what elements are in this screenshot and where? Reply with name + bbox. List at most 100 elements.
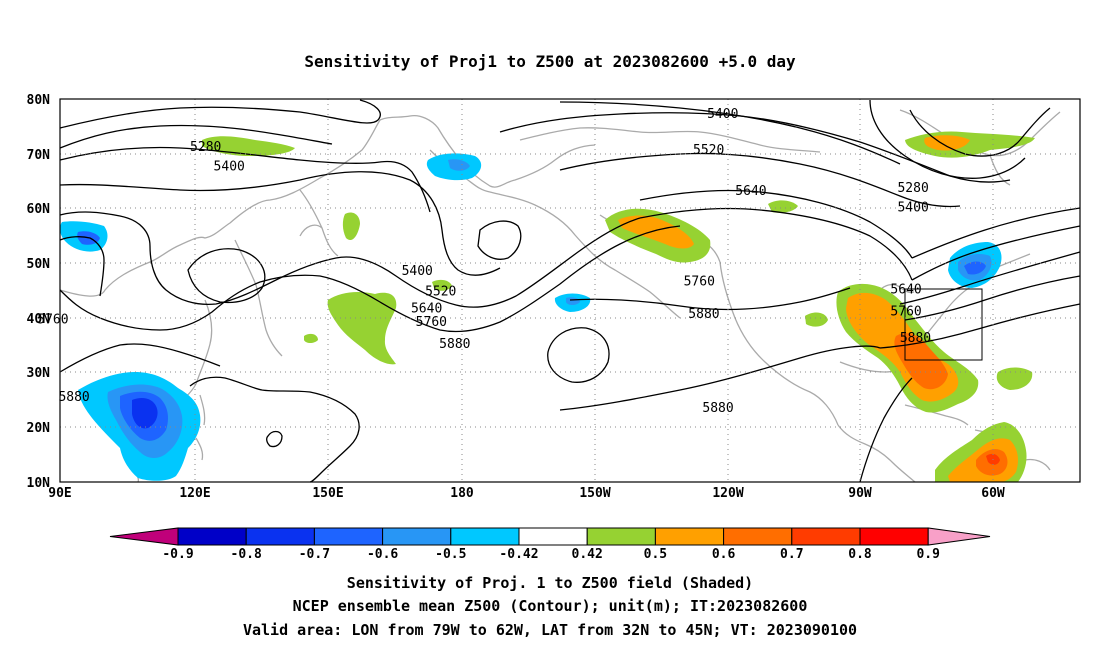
lat-label: 50N xyxy=(27,257,51,272)
colorbar-label: -0.7 xyxy=(299,547,330,562)
contour-line xyxy=(559,152,961,208)
colorbar-swatch xyxy=(245,527,315,546)
colorbar-label: 0.6 xyxy=(712,547,736,562)
colorbar-label: 0.7 xyxy=(780,547,803,562)
contour-line xyxy=(189,376,360,483)
colorbar: -0.9 -0.8 -0.7 -0.6 -0.5 -0.42 0.42 0.5 0.6 0.7 0.… xyxy=(109,527,991,562)
plot-area: 5280 5400 5400 5520 5640 5280 5400 5400 5520 5640… xyxy=(37,98,1081,483)
contour-line xyxy=(559,101,901,165)
colorbar-swatch xyxy=(177,527,247,546)
lon-label: 120E xyxy=(179,486,210,501)
contour-line xyxy=(911,225,1081,281)
lon-label: 60W xyxy=(981,486,1005,501)
shade-level-07 xyxy=(132,398,158,429)
shade-negative-canada-core xyxy=(964,261,986,275)
shade-positive-canada-small xyxy=(768,200,798,213)
lat-label: 10N xyxy=(27,476,51,491)
colorbar-swatch xyxy=(654,527,725,546)
contour-line xyxy=(559,345,881,411)
colorbar-label: 0.9 xyxy=(916,547,939,562)
lat-label: 40N xyxy=(27,312,51,327)
contour-label: 5400 xyxy=(707,107,738,122)
contour-line xyxy=(911,207,1081,259)
contour-line xyxy=(859,377,913,483)
caption-line-1: Sensitivity of Proj. 1 to Z500 field (Sh… xyxy=(347,574,753,592)
shade-positive-pacific-a xyxy=(327,292,397,365)
contour-label: 5880 xyxy=(900,331,931,346)
contour-label: 5520 xyxy=(425,285,456,300)
gridlines xyxy=(60,99,1080,482)
shade-positive-pacific-c xyxy=(304,333,318,343)
colorbar-label: -0.42 xyxy=(499,547,538,562)
contour-label: 5760 xyxy=(684,275,715,290)
coastline-kamchatka xyxy=(299,189,339,257)
contour-line xyxy=(639,189,913,259)
lat-label: 70N xyxy=(27,148,51,163)
colorbar-label: 0.5 xyxy=(644,547,667,562)
colorbar-swatch xyxy=(313,527,384,546)
colorbar-swatch xyxy=(859,527,929,546)
latitude-labels: 80N 70N 60N 50N 40N 30N 20N 10N xyxy=(27,93,51,491)
lon-label: 90E xyxy=(48,486,71,501)
coastline-us-west xyxy=(719,261,839,426)
caption: Sensitivity of Proj. 1 to Z500 field (Sh… xyxy=(243,574,857,639)
contour-line xyxy=(59,146,431,213)
contour-line xyxy=(909,107,1051,157)
contour-label: 5400 xyxy=(402,264,433,279)
contour-line xyxy=(59,343,221,373)
z500-contours xyxy=(59,99,1081,483)
contour-labels: 5280 5400 5400 5520 5640 5280 5400 5400 5520 5640… xyxy=(37,107,931,416)
colorbar-swatch xyxy=(382,527,452,546)
sensitivity-shading xyxy=(59,131,1035,482)
contour-label: 5880 xyxy=(58,390,89,405)
coastline-east-asia xyxy=(59,114,596,297)
contour-label: 5280 xyxy=(897,181,928,196)
colorbar-label: -0.6 xyxy=(367,547,398,562)
lon-label: 150W xyxy=(579,486,610,501)
contour-line xyxy=(547,327,610,383)
contour-label: 5880 xyxy=(702,401,733,416)
contour-line xyxy=(639,207,913,281)
colorbar-label: -0.8 xyxy=(231,547,262,562)
contour-label: 5640 xyxy=(735,184,766,199)
lon-label: 120W xyxy=(712,486,743,501)
contour-label: 5400 xyxy=(214,159,245,174)
longitude-labels: 90E 120E 150E 180 150W 120W 90W 60W xyxy=(48,486,1005,501)
shade-positive-florida-small xyxy=(805,312,828,327)
lon-label: 90W xyxy=(848,486,872,501)
shade-positive-atlantic xyxy=(996,367,1033,390)
contour-line xyxy=(59,236,105,297)
contour-label: 5400 xyxy=(897,200,928,215)
contour-line xyxy=(187,248,266,304)
colorbar-extend-low xyxy=(109,527,179,546)
shade-positive-bering xyxy=(342,212,360,241)
caption-line-2: NCEP ensemble mean Z500 (Contour); unit(… xyxy=(293,597,808,615)
lat-label: 20N xyxy=(27,421,51,436)
contour-label: 5760 xyxy=(890,304,921,319)
colorbar-swatch xyxy=(518,527,588,546)
plot-frame xyxy=(60,99,1080,482)
coastline-central-america xyxy=(837,424,916,483)
contour-line xyxy=(869,99,1026,179)
lon-label: 180 xyxy=(450,486,474,501)
shade-positive-pacific-b xyxy=(432,279,452,291)
contour-line xyxy=(59,124,333,149)
contour-line xyxy=(477,220,522,260)
contour-label: 5640 xyxy=(890,282,921,297)
shade-positive-canada-west-core xyxy=(618,215,694,249)
colorbar-extend-high xyxy=(927,527,991,546)
colorbar-label: 0.8 xyxy=(848,547,872,562)
colorbar-label: -0.5 xyxy=(435,547,466,562)
contour-line xyxy=(266,430,283,448)
colorbar-boxes xyxy=(109,527,991,546)
contour-label: 5880 xyxy=(688,307,719,322)
coastline-philippines xyxy=(195,394,206,461)
contour-line xyxy=(904,275,1081,321)
shade-negative-asia xyxy=(59,221,201,481)
colorbar-swatch xyxy=(791,527,861,546)
contour-label: 5760 xyxy=(416,315,447,330)
contour-line xyxy=(569,287,851,311)
colorbar-swatch xyxy=(723,527,793,546)
shade-positive-siberia xyxy=(202,136,295,156)
